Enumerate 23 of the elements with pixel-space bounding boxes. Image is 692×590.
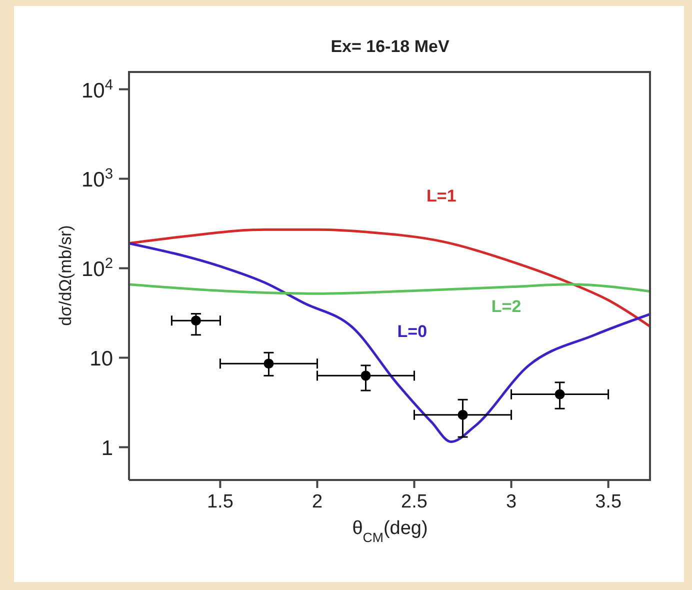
y-tick-label: 10$^{2}$ (81, 256, 113, 282)
y-tick-label: 10$^{4}$ (81, 77, 113, 102)
x-tick-label: 3 (506, 491, 517, 512)
chart-title: Ex= 16-18 MeV (330, 37, 450, 56)
x-tick-label: 2 (312, 491, 323, 512)
point (554, 389, 565, 400)
y-tick-label: 10 (90, 348, 113, 371)
point (360, 370, 371, 381)
line-series (129, 242, 651, 444)
line-series (129, 283, 651, 295)
series-label: L=1 (426, 186, 456, 206)
y-tick-label: 1 (101, 437, 113, 460)
y-axis-title: dσ/dΩ(mb/sr) (56, 225, 75, 326)
x-tick-label: 1.5 (206, 491, 234, 512)
series-label: L=2 (491, 296, 522, 316)
x-tick-label: 2.5 (401, 491, 428, 512)
x-axis-title: θ$_{CM}$(deg) (352, 518, 428, 544)
series-label: L=0 (397, 322, 428, 342)
point (264, 358, 274, 369)
x-tick-label: 3.5 (595, 491, 622, 512)
y-tick-label: 10$^{3}$ (81, 166, 113, 192)
point (190, 316, 201, 326)
point (458, 410, 468, 420)
